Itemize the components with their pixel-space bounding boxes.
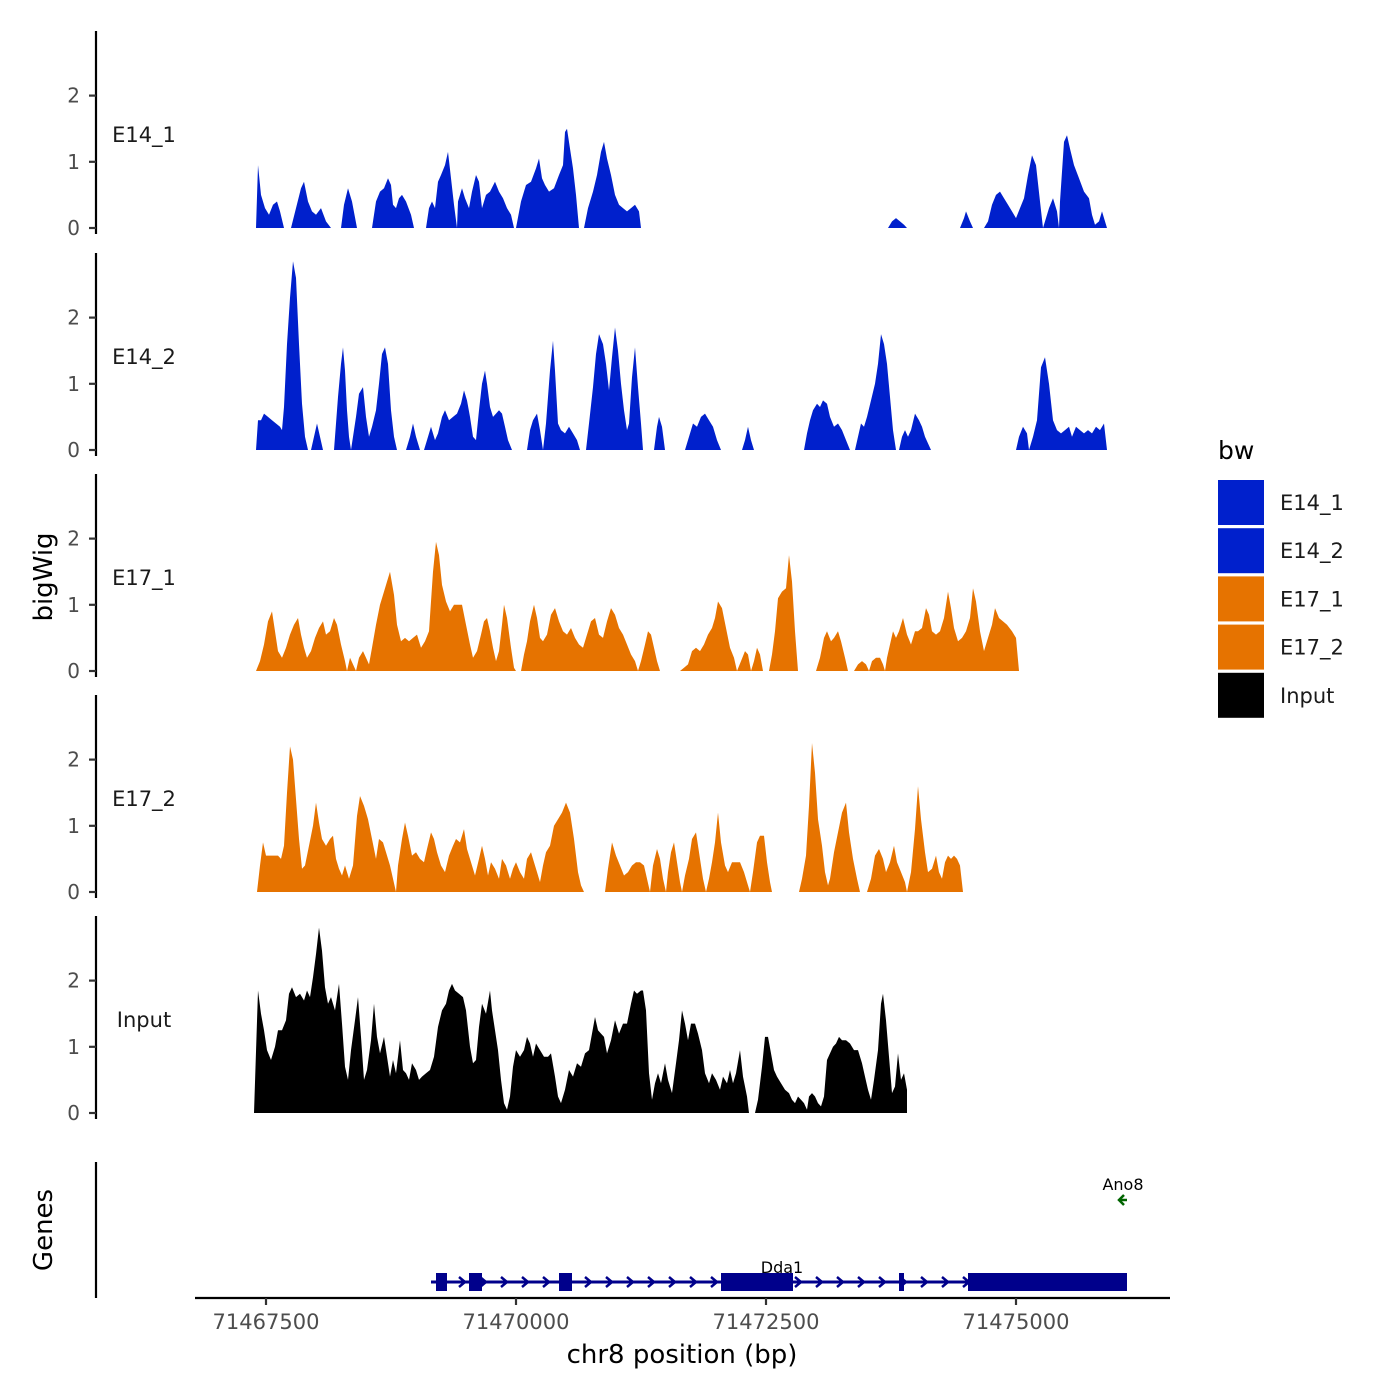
strand-arrow — [605, 1276, 614, 1288]
gene-dda1: Dda1 — [431, 1258, 1127, 1291]
x-axis: chr8 position (bp) 71467500 71470000 71472… — [195, 1296, 1170, 1370]
gene-dda1-exon — [899, 1273, 904, 1291]
track-e14-2: 0 1 2 E14_2 — [67, 253, 1107, 462]
y-tick-label: 0 — [67, 216, 80, 240]
strand-arrow — [710, 1276, 719, 1288]
y-tick-label: 1 — [67, 593, 80, 617]
strand-arrow — [542, 1276, 551, 1288]
x-tick-label: 71472500 — [713, 1310, 820, 1334]
legend-label: Input — [1280, 684, 1334, 708]
legend-label: E14_1 — [1280, 491, 1344, 516]
track-input: 0 1 2 Input — [67, 916, 907, 1125]
strand-arrow — [920, 1276, 929, 1288]
track-label: E14_1 — [112, 123, 176, 148]
y-tick-label: 0 — [67, 438, 80, 462]
gene-dda1-exon — [436, 1273, 447, 1291]
strand-arrow — [668, 1276, 677, 1288]
legend-swatch — [1218, 480, 1264, 525]
strand-arrow — [815, 1276, 824, 1288]
gene-ano8-label: Ano8 — [1102, 1175, 1143, 1194]
y-tick-label: 1 — [67, 150, 80, 174]
y-tick-label: 1 — [67, 372, 80, 396]
strand-arrow — [689, 1276, 698, 1288]
track-e17-2: 0 1 2 E17_2 — [67, 695, 963, 904]
x-tick-label: 71475000 — [963, 1310, 1070, 1334]
genes-axis-title: Genes — [29, 1189, 59, 1271]
legend-title: bw — [1218, 436, 1254, 465]
legend-label: E17_1 — [1280, 587, 1344, 612]
x-axis-title: chr8 position (bp) — [567, 1340, 798, 1370]
legend-swatch — [1218, 624, 1264, 670]
y-tick-label: 2 — [67, 84, 80, 108]
coverage-tracks: 0 1 2 E14_1 0 1 2 E14_2 0 1 2 E17_1 0 1 2 E17_2 0 1 2 Input — [67, 31, 1107, 1125]
track-e17-1: 0 1 2 E17_1 — [67, 474, 1019, 683]
y-tick-label: 2 — [67, 527, 80, 551]
strand-arrow — [941, 1276, 950, 1288]
strand-arrow — [836, 1276, 845, 1288]
x-tick-label: 71467500 — [213, 1310, 320, 1334]
coverage-area-e14-1 — [256, 128, 1107, 228]
y-tick-label: 0 — [67, 1101, 80, 1125]
coverage-area-e17-1 — [256, 541, 1019, 671]
gene-ano8: Ano8 — [1102, 1175, 1144, 1206]
genes-panel: Genes Dda1 Ano8 — [29, 1162, 1144, 1298]
y-tick-label: 1 — [67, 814, 80, 838]
gene-dda1-exon — [721, 1273, 793, 1291]
strand-arrow — [626, 1276, 635, 1288]
y-axis-title: bigWig — [29, 532, 59, 621]
legend: bw E14_1 E14_2 E17_1 E17_2 Input — [1218, 436, 1344, 718]
legend-label: E17_2 — [1280, 636, 1344, 661]
track-label: E17_2 — [112, 787, 176, 812]
legend-item: E17_2 — [1218, 624, 1344, 670]
y-tick-label: 0 — [67, 659, 80, 683]
coverage-area-e14-2 — [256, 261, 1107, 450]
strand-arrow — [794, 1276, 803, 1288]
strand-arrow — [647, 1276, 656, 1288]
y-tick-label: 2 — [67, 306, 80, 330]
gene-dda1-exon — [469, 1273, 482, 1291]
gene-dda1-label: Dda1 — [761, 1258, 803, 1277]
x-tick-label: 71470000 — [463, 1310, 570, 1334]
legend-swatch — [1218, 672, 1264, 718]
gene-models: Dda1 Ano8 — [431, 1175, 1144, 1291]
track-label: E14_2 — [112, 345, 176, 370]
y-tick-label: 1 — [67, 1035, 80, 1059]
legend-item: Input — [1218, 672, 1334, 718]
y-tick-label: 0 — [67, 880, 80, 904]
strand-arrow — [857, 1276, 866, 1288]
strand-arrow — [878, 1276, 887, 1288]
gene-dda1-exon — [968, 1273, 1127, 1291]
legend-swatch — [1218, 576, 1264, 622]
track-label: E17_1 — [112, 566, 176, 591]
gene-ano8-strand-arrow — [1117, 1194, 1125, 1206]
legend-item: E17_1 — [1218, 576, 1344, 622]
strand-arrow — [458, 1276, 467, 1288]
strand-arrow — [584, 1276, 593, 1288]
y-tick-label: 2 — [67, 748, 80, 772]
y-tick-label: 2 — [67, 969, 80, 993]
strand-arrow — [521, 1276, 530, 1288]
track-label: Input — [117, 1008, 171, 1032]
legend-item: E14_1 — [1218, 480, 1344, 525]
legend-swatch — [1218, 528, 1264, 574]
coverage-area-e17-2 — [257, 743, 963, 892]
strand-arrow — [500, 1276, 509, 1288]
gene-dda1-exon — [559, 1273, 572, 1291]
legend-item: E14_2 — [1218, 528, 1344, 574]
legend-label: E14_2 — [1280, 539, 1344, 564]
coverage-area-input — [254, 927, 907, 1113]
track-e14-1: 0 1 2 E14_1 — [67, 31, 1107, 240]
